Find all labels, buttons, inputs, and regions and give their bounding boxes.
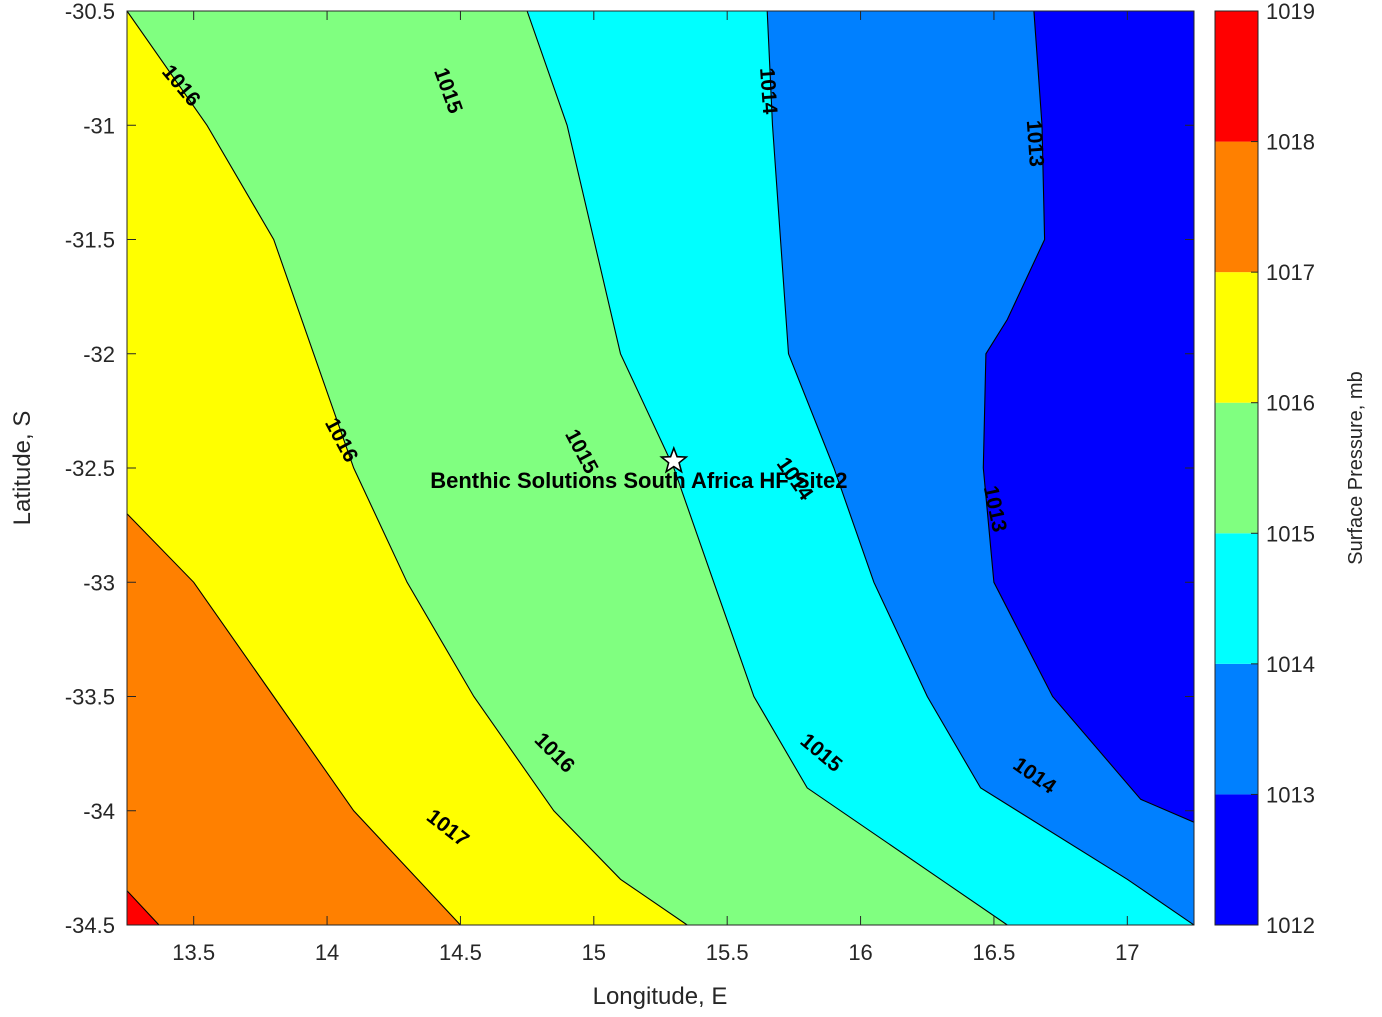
y-tick-label: -31.5 [65,228,115,253]
y-tick-label: -32.5 [65,456,115,481]
colorbar-label: Surface Pressure, mb [1345,371,1367,564]
contour-lines [127,11,1194,925]
y-tick-label: -34 [83,799,115,824]
colorbar-segment [1215,533,1258,664]
x-tick-label: 16 [848,940,872,965]
contour-label: 1014 [755,67,781,116]
colorbar-tick-label: 1016 [1266,391,1315,416]
contour-label: 1013 [1022,119,1048,167]
colorbar: 1012 1013 1014 1015 1016 1017 1018 1019 [1214,0,1315,938]
region-1017 [127,513,461,925]
x-tick-label: 14.5 [439,940,482,965]
colorbar-segment [1215,272,1258,403]
colorbar-tick-label: 1015 [1266,521,1315,546]
colorbar-segment [1215,663,1258,795]
x-axis-label: Longitude, E [593,983,728,1010]
y-axis-label: Latitude, S [9,411,36,526]
x-tick-label: 14 [315,940,339,965]
colorbar-segment [1215,11,1258,142]
colorbar-tick-label: 1012 [1266,913,1315,938]
colorbar-tick-label: 1018 [1266,130,1315,155]
x-axis: 13.5 14 14.5 15 15.5 16 16.5 17 [172,11,1140,965]
y-tick-label: -34.5 [65,913,115,938]
colorbar-segment [1215,141,1258,273]
y-tick-label: -31 [83,113,115,138]
contour-line-1018 [127,890,160,925]
contour-line-1014 [766,11,1194,925]
colorbar-tick-label: 1017 [1266,260,1315,285]
colorbar-segment [1215,402,1258,534]
contour-line-1016 [127,11,688,925]
colorbar-segment [1215,794,1258,925]
site-label: Benthic Solutions South Africa HF Site2 [430,468,847,493]
site-marker: Benthic Solutions South Africa HF Site2 [430,445,847,493]
x-tick-label: 17 [1115,940,1139,965]
x-tick-label: 16.5 [973,940,1016,965]
x-tick-label: 15.5 [706,940,749,965]
contour-line-1015 [526,11,1008,925]
colorbar-tick-label: 1013 [1266,782,1315,807]
site-star-icon [659,445,689,474]
y-tick-label: -33 [83,570,115,595]
contour-line-1017 [127,513,461,925]
colorbar-frame [1214,10,1259,926]
x-tick-label: 15 [582,940,606,965]
y-tick-label: -30.5 [65,0,115,24]
x-tick-label: 13.5 [172,940,215,965]
y-tick-label: -33.5 [65,685,115,710]
contour-line-1013 [982,11,1194,823]
colorbar-tick-label: 1019 [1266,0,1315,24]
colorbar-tick-label: 1014 [1266,652,1315,677]
y-tick-label: -32 [83,342,115,367]
y-axis: -30.5 -31 -31.5 -32 -32.5 -33 -33.5 -34 -34.5 [65,0,1194,938]
